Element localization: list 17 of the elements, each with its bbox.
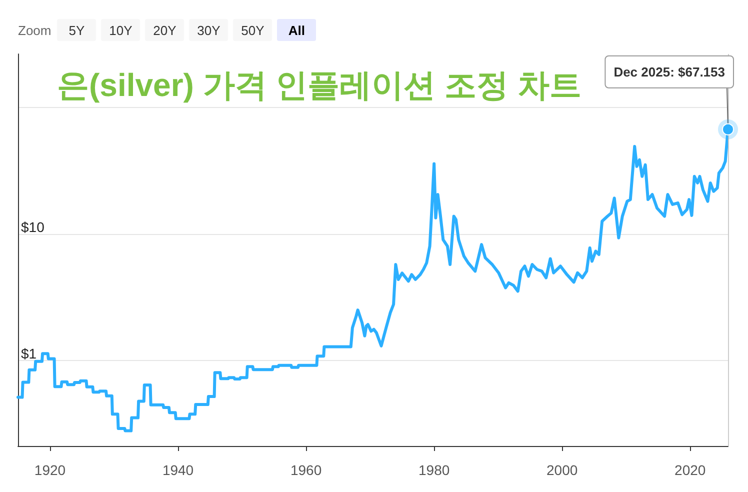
range-button: 50Y (233, 19, 272, 41)
x-tick-label: 1920 (34, 462, 66, 478)
range-button: 10Y (101, 19, 140, 41)
selected-range-button: All (277, 19, 316, 41)
range-button: 5Y (57, 19, 96, 41)
x-tick-label: 1980 (418, 462, 450, 478)
x-tick-label: 2020 (674, 462, 706, 478)
range-button: 30Y (189, 19, 228, 41)
y-tick-label: $10 (21, 218, 45, 235)
x-tick-label: 1960 (290, 462, 322, 478)
y-tick-label: $1 (21, 345, 37, 362)
text: Zoom (18, 22, 52, 38)
annotation: Dec 2025: $67.153 (614, 64, 725, 80)
range-button: 20Y (145, 19, 184, 41)
x-tick-label: 1940 (162, 462, 194, 478)
chart-title: 은(silver) 가격 인플레이션 조정 차트 (57, 67, 582, 103)
x-tick-label: 2000 (546, 462, 578, 478)
